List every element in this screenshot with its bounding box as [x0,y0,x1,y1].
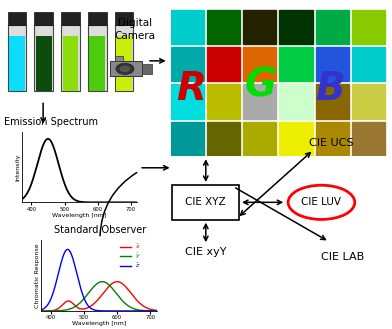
Text: $\bar{y}$: $\bar{y}$ [135,252,141,261]
Bar [243,85,276,119]
Bar [171,122,204,156]
X-axis label: Wavelength [nm]: Wavelength [nm] [72,321,126,326]
Text: Standard Observer: Standard Observer [54,225,146,235]
Text: CIE LAB: CIE LAB [321,252,365,262]
Text: Digital
Camera: Digital Camera [115,18,156,41]
Bar [207,47,240,82]
Bar [142,64,152,74]
Bar [116,36,132,91]
Bar [207,10,240,44]
Bar [171,10,204,44]
X-axis label: Wavelength [nm]: Wavelength [nm] [52,213,107,218]
Y-axis label: Intensity: Intensity [15,153,20,181]
Bar [36,36,52,91]
Bar [352,85,385,119]
Bar [89,36,105,91]
Text: B: B [316,70,345,108]
Circle shape [120,65,130,72]
Bar [171,85,204,119]
Bar [114,12,133,25]
Text: CIE UCS: CIE UCS [309,138,354,148]
Bar [243,122,276,156]
Text: G: G [245,66,277,104]
Bar [34,12,53,25]
Text: CIE XYZ: CIE XYZ [185,197,226,207]
Bar [114,56,123,61]
Bar [352,47,385,82]
Y-axis label: Chromatic Response: Chromatic Response [35,243,40,308]
Circle shape [116,63,134,74]
Text: $\bar{z}$: $\bar{z}$ [135,262,140,270]
Bar [316,10,349,44]
Text: $\bar{x}$: $\bar{x}$ [135,243,141,251]
Bar [243,47,276,82]
Bar [8,12,27,25]
Bar [207,85,240,119]
FancyBboxPatch shape [172,185,239,220]
Bar [34,25,53,91]
Text: CIE LUV: CIE LUV [301,197,341,207]
Bar [316,85,349,119]
Bar [207,122,240,156]
Bar [63,36,78,91]
Bar [316,47,349,82]
Text: R: R [176,70,206,108]
Text: Emission Spectrum: Emission Spectrum [4,117,98,127]
Bar [8,25,27,91]
Bar [88,12,107,25]
Bar [316,122,349,156]
Bar [352,10,385,44]
Bar [279,10,313,44]
Bar [61,12,80,25]
Bar [9,36,25,91]
Bar [352,122,385,156]
Bar [88,25,107,91]
Bar [171,47,204,82]
Ellipse shape [288,185,355,219]
Text: CIE xyY: CIE xyY [185,247,227,257]
Bar [61,25,80,91]
FancyArrowPatch shape [100,172,137,236]
Bar [114,25,133,91]
Bar [279,122,313,156]
Bar [279,85,313,119]
Bar [110,61,142,76]
Bar [243,10,276,44]
Bar [279,47,313,82]
